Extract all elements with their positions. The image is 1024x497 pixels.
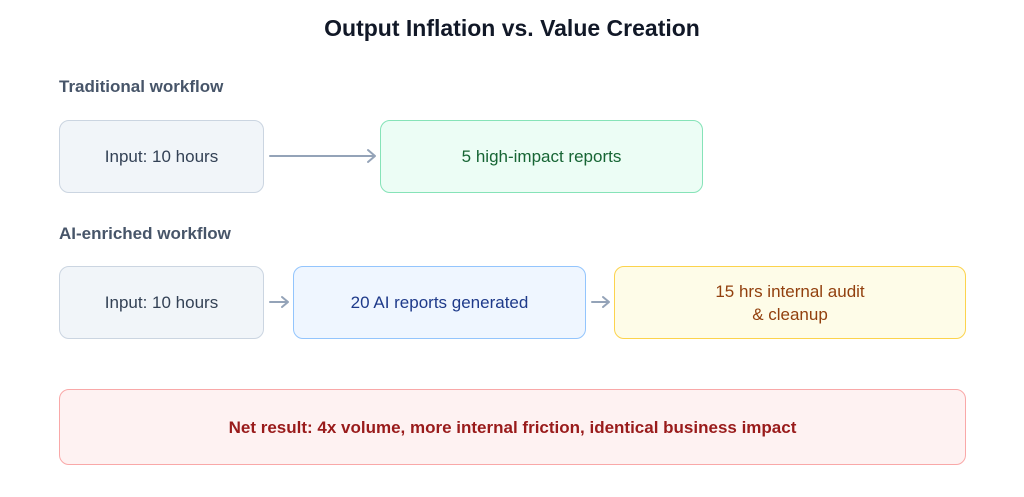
box-text: 5 high-impact reports [461,147,622,166]
arrow [269,296,289,308]
arrow [591,296,610,308]
output-box: 20 AI reports generated [293,266,586,339]
box-text: Input: 10 hours [104,147,219,166]
output-box: 5 high-impact reports [380,120,703,193]
section-heading: AI-enriched workflow [59,224,231,243]
box-text: 20 AI reports generated [350,293,529,312]
box-text: 15 hrs internal audit [715,281,865,301]
cost-box: 15 hrs internal audit & cleanup [614,266,966,339]
box-text: Input: 10 hours [104,293,219,312]
arrow [269,149,376,163]
title: Output Inflation vs. Value Creation [324,15,700,41]
result-box: Net result: 4x volume, more internal fri… [59,389,966,465]
input-box: Input: 10 hours [59,120,264,193]
section-heading: Traditional workflow [59,77,224,96]
box-text: Net result: 4x volume, more internal fri… [228,417,797,437]
input-box: Input: 10 hours [59,266,264,339]
box-text: & cleanup [752,304,828,324]
